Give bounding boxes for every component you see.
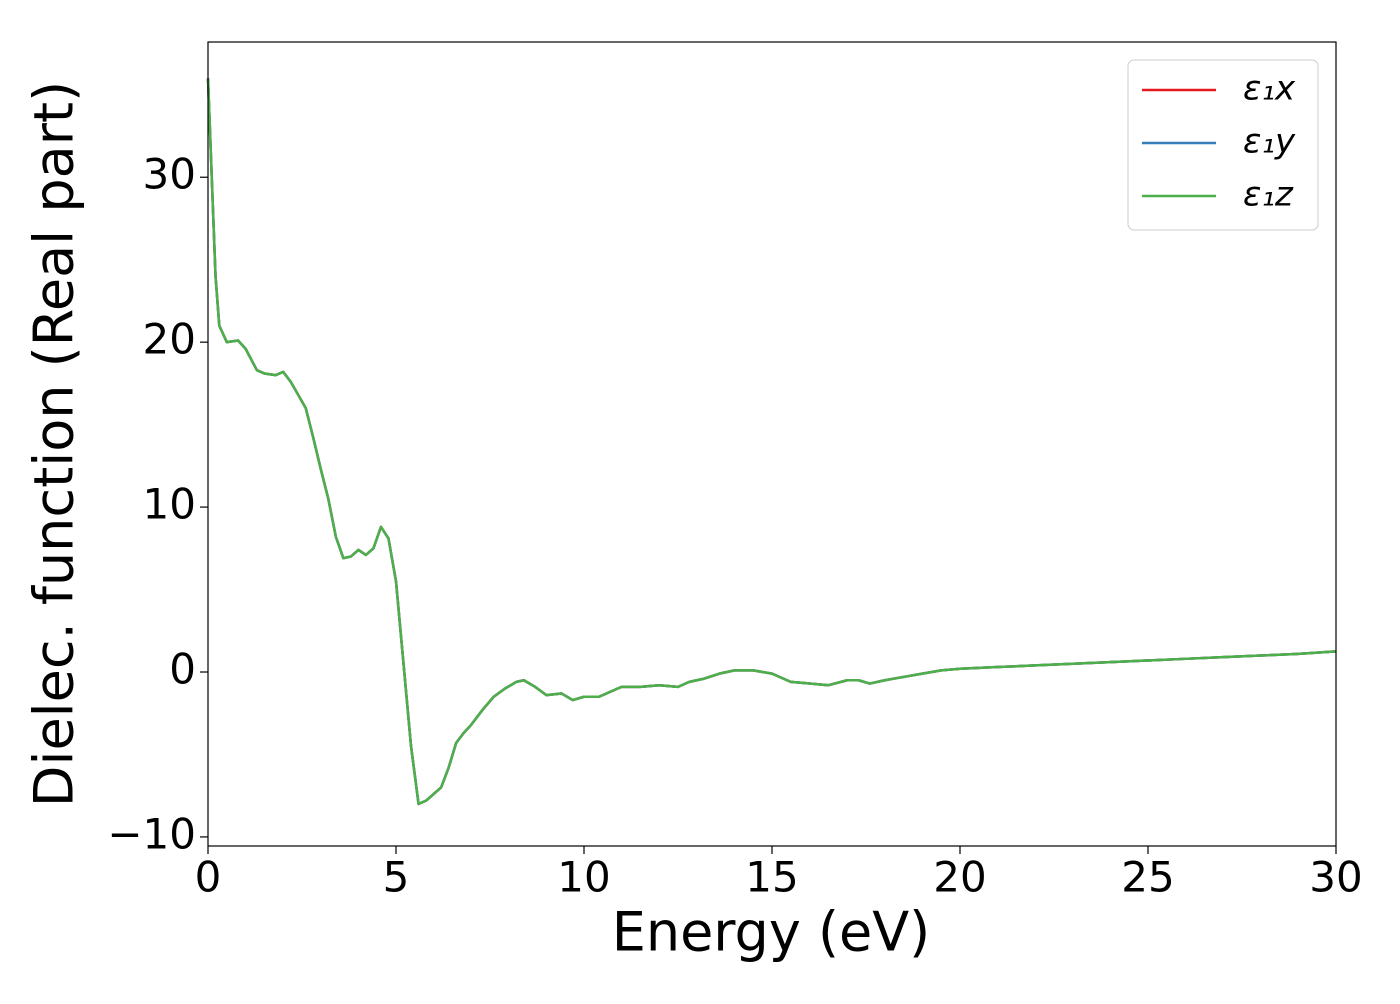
x-tick-label: 15 — [745, 853, 798, 902]
x-tick-label: 25 — [1121, 853, 1174, 902]
y-tick-label: 0 — [169, 645, 196, 694]
legend-box — [1127, 59, 1319, 231]
y-tick-label: 30 — [143, 150, 196, 199]
y-tick-label: 20 — [143, 315, 196, 364]
legend-label: ε₁y — [1243, 122, 1296, 162]
y-axis-label: Dielec. function (Real part) — [23, 81, 86, 807]
legend-label: ε₁z — [1243, 175, 1294, 215]
y-tick-label: −10 — [107, 809, 196, 858]
x-tick-label: 5 — [383, 853, 410, 902]
series-line — [206, 78, 1337, 806]
y-tick-label: 10 — [143, 480, 196, 529]
x-tick-label: 0 — [195, 853, 222, 902]
plot-frame — [207, 41, 1337, 847]
legend-label: ε₁x — [1243, 69, 1296, 109]
x-tick-label: 10 — [557, 853, 610, 902]
x-axis-label: Energy (eV) — [612, 901, 931, 964]
x-tick-label: 20 — [933, 853, 986, 902]
x-tick-label: 30 — [1309, 853, 1362, 902]
